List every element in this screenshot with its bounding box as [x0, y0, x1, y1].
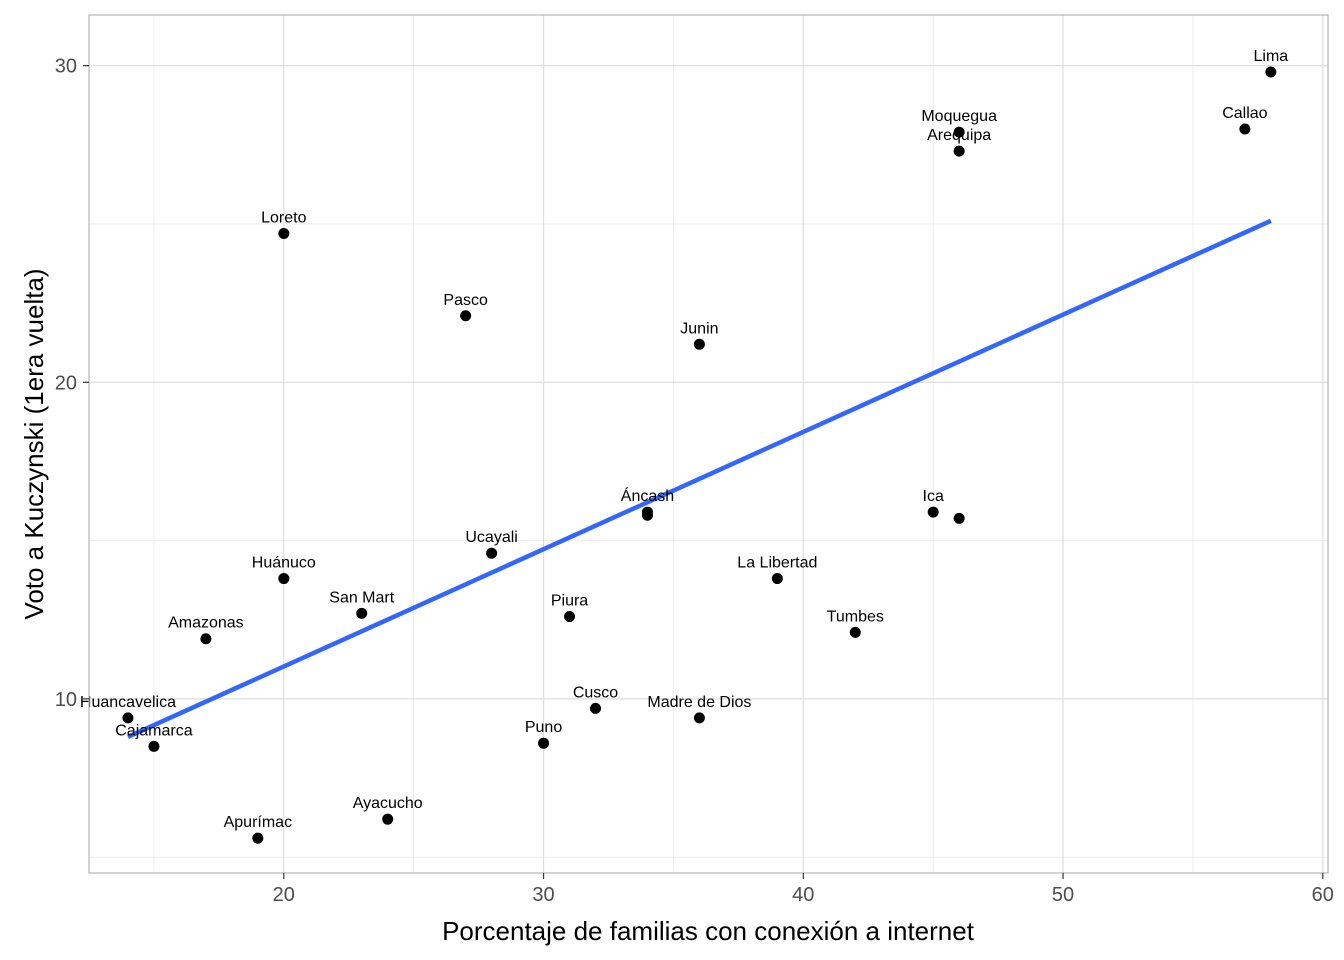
point-label: Puno	[525, 719, 562, 736]
data-point	[953, 512, 965, 524]
x-axis-title: Porcentaje de familias con conexión a in…	[442, 916, 975, 946]
data-point	[693, 712, 705, 724]
y-tick-label: 20	[55, 372, 77, 394]
x-tick-label: 30	[532, 884, 554, 906]
data-point	[278, 227, 290, 239]
y-axis-ticks: 10 20 30	[55, 56, 89, 711]
point-label: Ucayali	[465, 529, 517, 546]
data-point	[590, 702, 602, 714]
point-label: Áncash	[621, 486, 674, 505]
point-labels: Lima Callao Moquegua Arequipa Loreto Pasco Jun…	[80, 48, 1288, 831]
x-tick-label: 40	[792, 884, 814, 906]
point-label: Pasco	[443, 292, 488, 309]
data-point	[538, 737, 550, 749]
y-tick-label: 30	[55, 56, 77, 78]
point-label: Apurímac	[224, 814, 292, 831]
point-label: Arequipa	[927, 127, 991, 144]
panel-border	[88, 14, 1329, 874]
point-label: Loreto	[261, 209, 306, 226]
point-label: Cusco	[573, 684, 618, 701]
data-point	[252, 832, 264, 844]
point-label: Moquegua	[921, 108, 997, 125]
y-tick-label: 10	[55, 689, 77, 711]
major-gridlines	[89, 15, 1328, 873]
x-tick-label: 60	[1312, 884, 1334, 906]
trend-line	[127, 218, 1272, 739]
point-label: Junin	[680, 320, 718, 337]
data-point	[564, 611, 576, 623]
data-point	[641, 509, 653, 521]
minor-gridlines	[89, 15, 1328, 873]
trend-line-layer	[127, 218, 1272, 739]
point-label: Huancavelica	[80, 694, 176, 711]
point-label: Cajamarca	[115, 722, 192, 739]
data-point	[460, 310, 472, 322]
data-point	[953, 126, 965, 138]
data-point	[953, 145, 965, 157]
point-label: Tumbes	[827, 608, 884, 625]
data-point	[200, 633, 212, 645]
point-label: Piura	[551, 593, 588, 610]
data-point	[486, 547, 498, 559]
point-label: Ica	[923, 488, 944, 505]
point-label: Amazonas	[168, 615, 244, 632]
data-point	[771, 573, 783, 585]
point-label: Madre de Dios	[647, 694, 751, 711]
point-label: Lima	[1254, 48, 1289, 65]
data-points	[122, 66, 1277, 844]
data-point	[278, 573, 290, 585]
data-point	[382, 813, 394, 825]
data-point	[356, 607, 368, 619]
data-point	[927, 506, 939, 518]
data-point	[1239, 123, 1251, 135]
point-label: Callao	[1222, 105, 1267, 122]
data-point	[1265, 66, 1277, 78]
data-point	[122, 712, 134, 724]
x-tick-label: 50	[1052, 884, 1074, 906]
point-label: Huánuco	[252, 555, 316, 572]
point-label: La Libertad	[737, 555, 817, 572]
x-tick-label: 20	[273, 884, 295, 906]
x-axis-ticks: 20 30 40 50 60	[273, 873, 1334, 906]
data-point	[148, 740, 160, 752]
data-point	[693, 338, 705, 350]
point-label: San Mart	[329, 589, 394, 606]
plot-panel	[89, 15, 1328, 873]
data-point	[849, 626, 861, 638]
y-axis-title: Voto a Kuczynski (1era vuelta)	[19, 268, 49, 619]
point-label: Ayacucho	[353, 795, 423, 812]
